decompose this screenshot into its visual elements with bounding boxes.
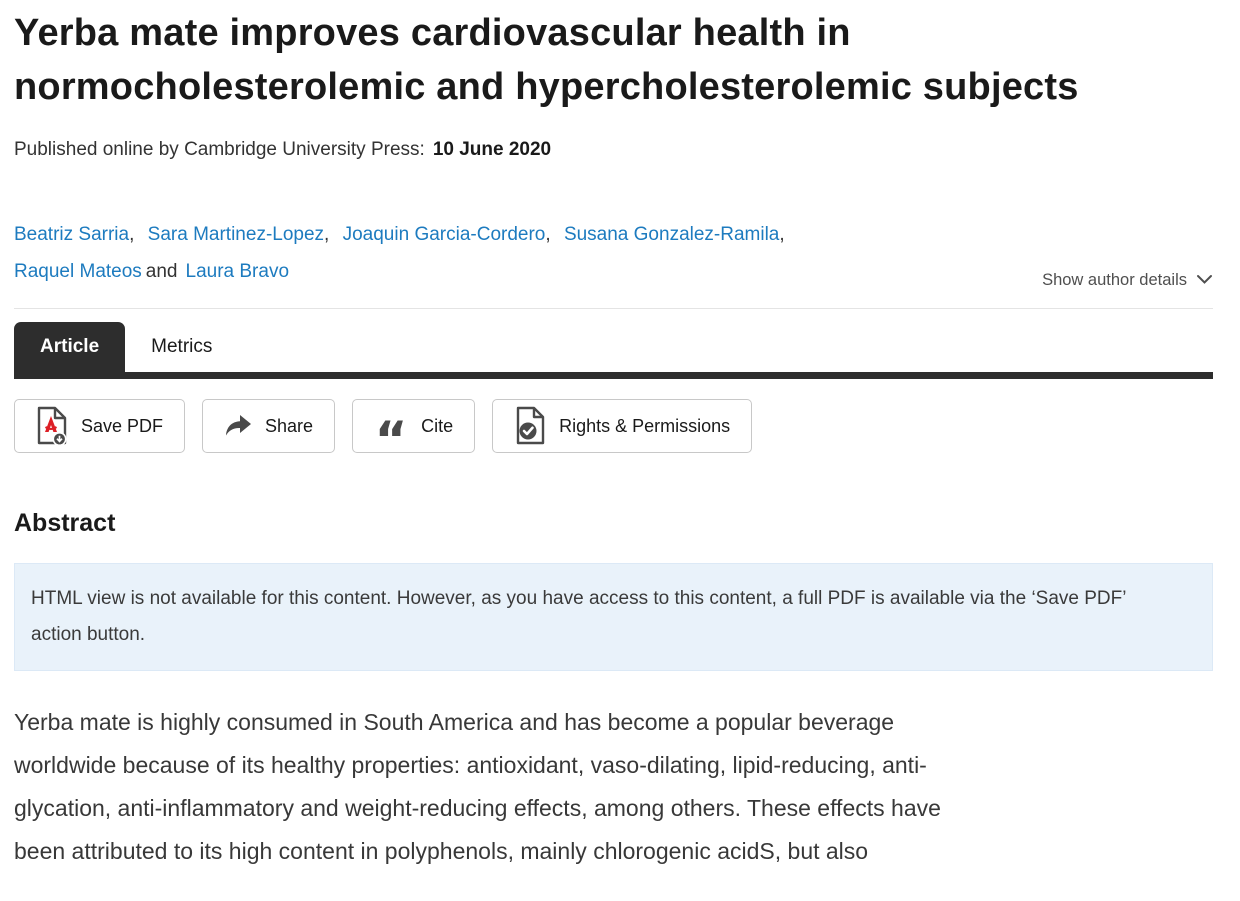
rights-permissions-button[interactable]: Rights & Permissions — [492, 399, 753, 453]
pdf-document-download-icon — [36, 406, 68, 446]
body-line: Yerba mate is highly consumed in South A… — [14, 709, 895, 735]
document-check-icon — [514, 406, 546, 446]
cite-button[interactable]: “ Cite — [352, 399, 476, 465]
share-button[interactable]: Share — [202, 399, 336, 453]
authors-line-2: Raquel Mateos and Laura Bravo — [14, 253, 1213, 290]
chevron-down-icon — [1196, 274, 1213, 285]
author-separator: , — [129, 224, 135, 245]
published-prefix: Published online by Cambridge University… — [14, 139, 425, 160]
share-label: Share — [265, 415, 314, 436]
author-link-sara-martinez-lopez[interactable]: Sara Martinez-Lopez — [147, 224, 325, 245]
author-link-beatriz-sarria[interactable]: Beatriz Sarria — [14, 224, 130, 245]
authors-and: and — [145, 261, 178, 282]
tab-metrics[interactable]: Metrics — [151, 336, 213, 357]
author-link-raquel-mateos[interactable]: Raquel Mateos — [14, 261, 142, 282]
published-line: Published online by Cambridge University… — [14, 139, 1213, 161]
author-link-laura-bravo[interactable]: Laura Bravo — [185, 261, 290, 282]
share-arrow-icon — [224, 414, 252, 438]
show-author-details-button[interactable]: Show author details — [1042, 270, 1213, 289]
action-button-row: Save PDF Share “ Cite Ri — [14, 399, 1213, 465]
tab-underline — [14, 372, 1213, 379]
author-separator: , — [779, 224, 785, 245]
rights-permissions-label: Rights & Permissions — [559, 415, 731, 436]
body-line: been attributed to its high content in p… — [14, 838, 869, 864]
authors-block: Beatriz Sarria, Sara Martinez-Lopez, Joa… — [14, 216, 1213, 290]
section-divider — [14, 308, 1213, 309]
cite-label: Cite — [421, 415, 454, 436]
page-title: Yerba mate improves cardiovascular healt… — [14, 12, 1079, 108]
article-page: Yerba mate improves cardiovascular healt… — [14, 12, 1213, 873]
author-separator: , — [545, 224, 551, 245]
author-separator: , — [324, 224, 330, 245]
html-notice-box: HTML view is not available for this cont… — [14, 563, 1213, 671]
body-line: worldwide because of its healthy propert… — [14, 752, 927, 778]
published-date: 10 June 2020 — [432, 139, 552, 160]
save-pdf-label: Save PDF — [81, 415, 164, 436]
author-link-joaquin-garcia-cordero[interactable]: Joaquin Garcia-Cordero — [342, 224, 546, 245]
abstract-body: Yerba mate is highly consumed in South A… — [14, 701, 1213, 873]
notice-text: HTML view is not available for this cont… — [31, 588, 1126, 645]
abstract-heading: Abstract — [14, 509, 116, 537]
authors-line-1: Beatriz Sarria, Sara Martinez-Lopez, Joa… — [14, 216, 1213, 253]
show-author-details-label: Show author details — [1042, 270, 1187, 289]
tab-article[interactable]: Article — [14, 322, 126, 372]
save-pdf-button[interactable]: Save PDF — [14, 399, 186, 453]
author-link-susana-gonzalez-ramila[interactable]: Susana Gonzalez-Ramila — [563, 224, 780, 245]
body-line: glycation, anti-inflammatory and weight-… — [14, 795, 941, 821]
tab-bar: Article Metrics — [14, 322, 1213, 372]
